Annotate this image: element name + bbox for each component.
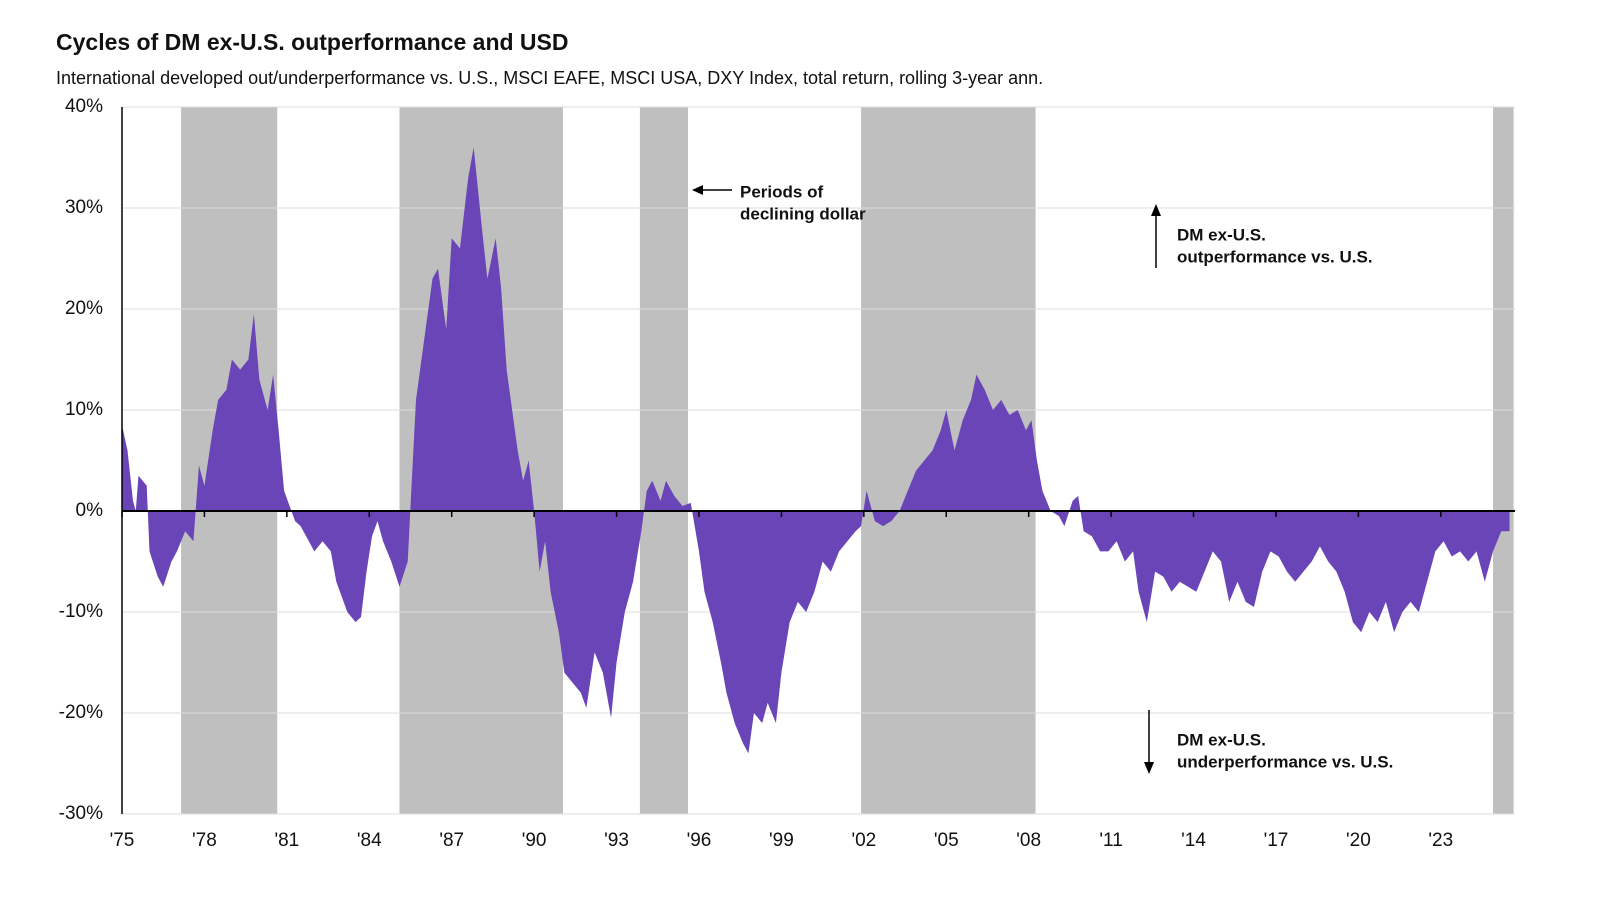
y-tick-label: 10% (65, 399, 103, 420)
x-tick-label: '23 (1428, 830, 1453, 851)
x-tick-label: '78 (192, 830, 217, 851)
x-tick-label: '17 (1264, 830, 1289, 851)
annotation: Periods of (740, 182, 823, 201)
y-tick-label: 30% (65, 197, 103, 218)
annotation: DM ex-U.S. (1177, 730, 1266, 749)
axes: -30% -20% -10% 0% 10% 20% 30% 40% '75 '78 '81 '84 '8… (59, 96, 1515, 851)
x-tick-label: '08 (1016, 830, 1041, 851)
x-tick-label: '14 (1181, 830, 1206, 851)
chart-title: Cycles of DM ex-U.S. outperformance and … (56, 29, 569, 55)
y-tick-label: 40% (65, 96, 103, 117)
x-tick-label: '02 (851, 830, 876, 851)
x-tick-label: '05 (934, 830, 959, 851)
y-tick-label: 0% (76, 500, 104, 521)
x-tick-label: '11 (1099, 830, 1122, 851)
annotation: underperformance vs. U.S. (1177, 752, 1393, 771)
y-tick-label: -30% (59, 803, 103, 824)
x-tick-label: '81 (274, 830, 299, 851)
plot (122, 147, 1510, 754)
arrowhead (692, 185, 703, 195)
x-tick-label: '84 (357, 830, 382, 851)
chart-subtitle: International developed out/underperform… (56, 68, 1043, 88)
annotation: declining dollar (740, 204, 866, 223)
shaded-period (1493, 107, 1514, 814)
shaded-period (639, 107, 688, 814)
annotation: outperformance vs. U.S. (1177, 247, 1373, 266)
y-tick-label: -20% (59, 702, 103, 723)
x-tick-label: '87 (439, 830, 464, 851)
x-tick-label: '93 (604, 830, 629, 851)
y-tick-label: -10% (59, 601, 103, 622)
arrowhead (1151, 204, 1161, 216)
area (122, 147, 1510, 754)
x-tick-label: '99 (769, 830, 794, 851)
y-tick-label: 20% (65, 298, 103, 319)
annotations: Periods of declining dollar DM ex-U.S. o… (692, 182, 1393, 774)
annotation: DM ex-U.S. (1177, 225, 1266, 244)
x-tick-label: '96 (687, 830, 712, 851)
x-tick-label: '75 (110, 830, 135, 851)
arrowhead (1144, 762, 1154, 774)
x-tick-label: '20 (1346, 830, 1371, 851)
x-tick-label: '90 (522, 830, 547, 851)
